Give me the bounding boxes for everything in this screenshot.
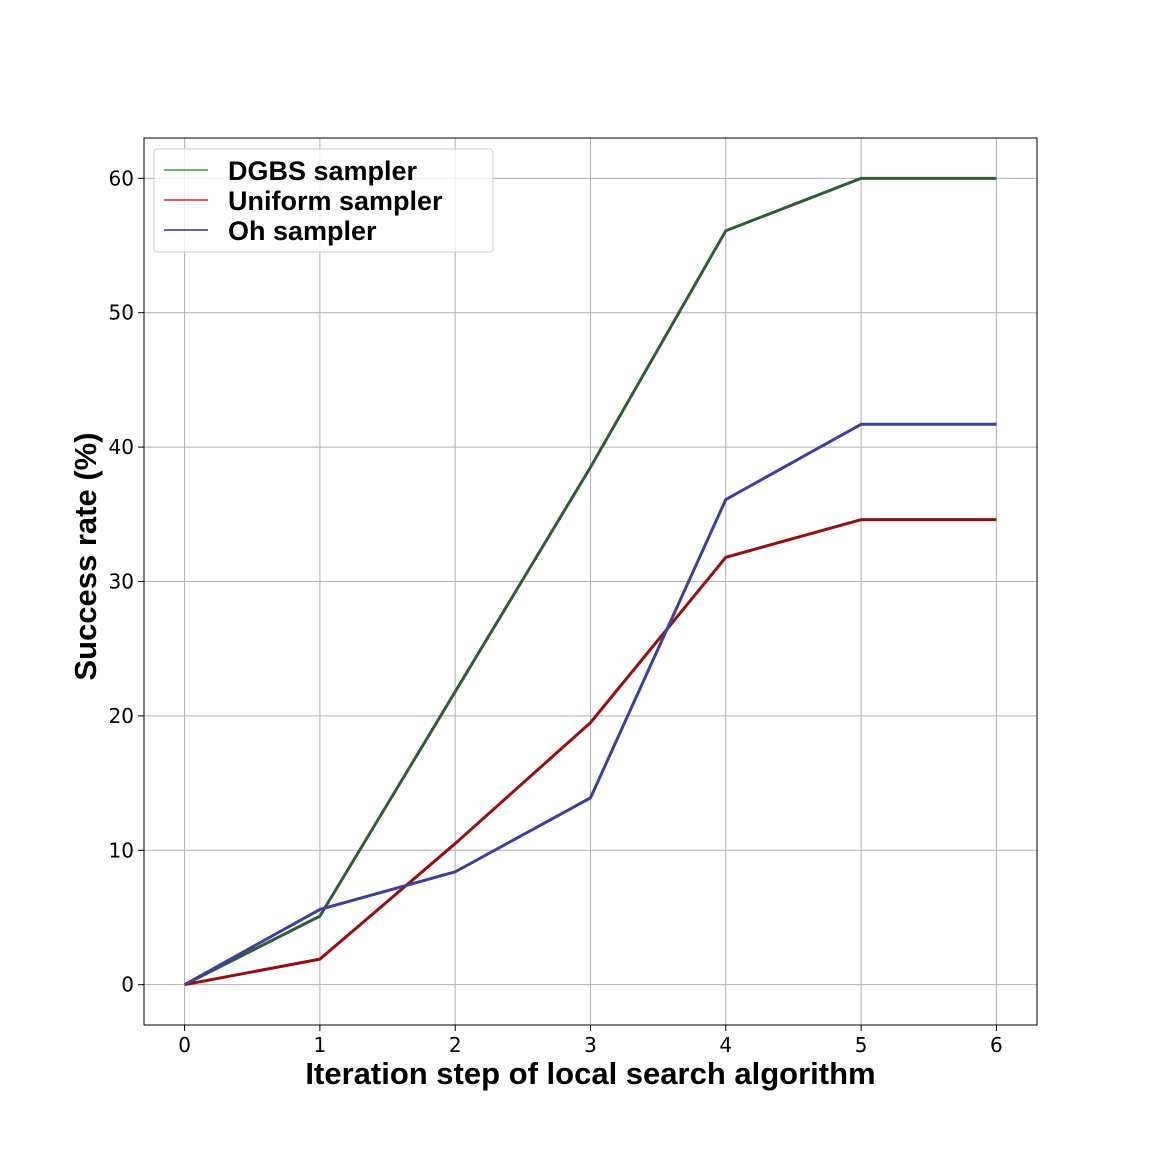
y-tick-label: 40 [109, 435, 134, 459]
legend-label-dgbs: DGBS sampler [228, 156, 418, 186]
x-tick-label: 1 [314, 1033, 327, 1057]
y-tick-label: 60 [109, 166, 134, 190]
x-tick-label: 4 [719, 1033, 732, 1057]
series-lines [183, 176, 997, 987]
y-axis-title: Success rate (%) [68, 432, 103, 680]
x-tick-label: 0 [178, 1033, 191, 1057]
y-tick-label: 30 [109, 570, 134, 594]
y-tick-label: 0 [121, 973, 134, 997]
y-tick-label: 50 [109, 301, 134, 325]
legend-label-uniform: Uniform sampler [228, 186, 443, 216]
series-line-1 [184, 518, 997, 987]
legend-box [153, 148, 494, 253]
y-tick-label: 10 [109, 838, 134, 862]
y-tick-label: 20 [109, 704, 134, 728]
x-tick-label: 3 [584, 1033, 597, 1057]
x-tick-label: 5 [855, 1033, 868, 1057]
x-tick-label: 2 [449, 1033, 462, 1057]
legend-label-oh: Oh sampler [228, 216, 377, 246]
legend: DGBS sampler Uniform sampler Oh sampler [153, 148, 494, 253]
x-tick-label: 6 [990, 1033, 1003, 1057]
series-line-0 [183, 176, 997, 987]
series-line-2 [183, 422, 997, 986]
x-axis-title: Iteration step of local search algorithm [305, 1056, 875, 1091]
grid-lines [144, 138, 1037, 1025]
